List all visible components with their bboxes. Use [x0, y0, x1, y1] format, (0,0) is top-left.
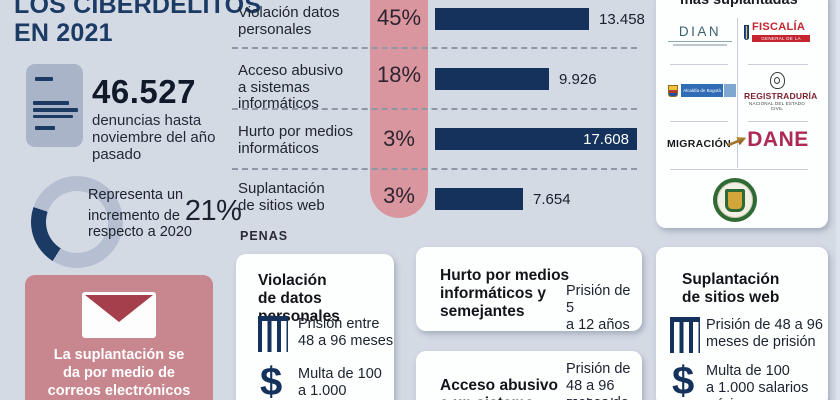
- page-title-line2: EN 2021: [14, 19, 113, 47]
- bogota-shield-icon: [668, 84, 678, 97]
- bar-value: 7.654: [533, 190, 571, 208]
- penalties-heading: PENAS: [240, 229, 289, 243]
- penalty-card-acceso-abusivo: Acceso abusivo a un sistema informático …: [416, 351, 642, 400]
- bogota-bar-accent: [724, 84, 736, 97]
- prison-term: Prisión de 5 a 12 años: [566, 283, 631, 333]
- page-title-line1: LOS CIBERDELITOS: [14, 0, 262, 19]
- registraduria-crest-icon: [769, 72, 785, 89]
- bar: [435, 188, 523, 210]
- increase-caption-line3: respecto a 2020: [88, 224, 192, 240]
- penalty-card-title: Acceso abusivo a un sistema informático: [440, 377, 559, 400]
- row-divider: [232, 47, 637, 49]
- fiscalia-subtitle: GENERAL DE LA NACIÓN: [752, 35, 810, 48]
- category-label: Suplantación de sitios web: [238, 180, 325, 214]
- logo-registraduria: REGISTRADURÍA NACIONAL DEL ESTADO CIVIL: [744, 72, 817, 111]
- penalty-card-suplantacion: Suplantación de sitios web Prisión de 48…: [656, 247, 828, 400]
- percentage-value: 45%: [376, 5, 422, 30]
- prison-bars-icon: [258, 316, 288, 352]
- right-edge-strip: [836, 0, 840, 400]
- logo-divider: [670, 169, 808, 170]
- bar-value: 9.926: [559, 70, 597, 88]
- penalty-card-hurto: Hurto por medios informáticos y semejant…: [416, 247, 642, 333]
- bar-value: 17.608: [583, 130, 629, 148]
- donut-hole: [46, 191, 108, 253]
- penalty-card-violacion-datos: Violación de datos personales Prisión en…: [236, 254, 394, 400]
- bar: [435, 8, 589, 30]
- percentage-value: 3%: [383, 126, 415, 151]
- logo-fiscalia: FISCALÍA GENERAL DE LA NACIÓN: [744, 22, 810, 48]
- entities-heading: más suplantadas: [680, 0, 798, 8]
- increase-percentage: 21%: [184, 195, 242, 227]
- logo-dian: DIAN: [668, 24, 732, 46]
- registraduria-subtitle: NACIONAL DEL ESTADO CIVIL: [749, 101, 805, 111]
- logo-divider: [748, 64, 808, 65]
- envelope-flap: [85, 295, 153, 322]
- increase-donut-chart: [31, 176, 123, 268]
- fine-dollar-icon: $: [260, 360, 283, 400]
- bar-row: 17.608: [435, 128, 637, 150]
- logo-divider: [748, 121, 808, 122]
- bar-value: 13.458: [599, 10, 645, 28]
- fine-amount: Multa de 100 a 1.000 salarios mínimos: [298, 366, 382, 399]
- document-icon: [26, 64, 83, 147]
- row-divider: [232, 168, 637, 170]
- bar: 17.608: [435, 128, 637, 150]
- logo-divider: [670, 121, 728, 122]
- bar: [435, 68, 549, 90]
- category-label: Acceso abusivo a sistemas informáticos: [238, 62, 344, 112]
- fine-dollar-icon: $: [672, 359, 695, 400]
- complaints-count: 46.527: [92, 73, 196, 110]
- dian-microtext: [673, 44, 727, 46]
- prison-term: Prisión de 48 a 96 meses de prisión: [706, 317, 823, 350]
- logo-migracion: MIGRACIÓN: [666, 134, 732, 152]
- envelope-icon: [82, 292, 156, 338]
- prison-term: Prisión de 48 a 96 meses de prisión: [566, 361, 631, 400]
- page-title: LOS CIBERDELITOS EN 2021: [14, 0, 261, 47]
- row-divider: [232, 108, 637, 110]
- penalty-card-title: Hurto por medios informáticos y semejant…: [440, 267, 570, 320]
- impersonated-entities-card: más suplantadas DIAN FISCALÍA GENERAL DE…: [656, 0, 828, 228]
- logo-alcaldia-bogota: Alcaldía de Bogotá: [668, 84, 736, 97]
- prison-term: Prisión entre 48 a 96 meses: [298, 316, 394, 349]
- fine-amount: Multa de 100 a 1.000 salarios mínimos: [706, 363, 809, 400]
- fiscalia-shield-icon: [744, 24, 749, 40]
- fine-amount: Multa de 100 a 1.000: [566, 397, 642, 400]
- phishing-alert-box: La suplantación se da por medio de corre…: [25, 275, 213, 400]
- prison-bars-icon: [670, 317, 700, 353]
- bar-row: 7.654: [435, 188, 571, 210]
- increase-caption-line2: incremento de: [88, 208, 180, 224]
- phishing-alert-text: La suplantación se da por medio de corre…: [47, 347, 191, 399]
- bar-row: 9.926: [435, 68, 597, 90]
- logo-divider: [670, 64, 728, 65]
- percentage-value: 18%: [376, 62, 422, 87]
- penalty-card-title: Suplantación de sitios web: [682, 271, 780, 306]
- increase-caption-line1: Representa un: [88, 187, 184, 203]
- column-divider: [737, 18, 738, 168]
- logo-dane: DANE: [747, 128, 809, 151]
- category-label: Hurto por medios informáticos: [238, 123, 354, 157]
- category-label: Violación datos personales: [238, 4, 340, 38]
- dian-rule: [668, 41, 732, 42]
- bar-row: 13.458: [435, 8, 645, 30]
- complaints-label: denuncias hasta noviembre del año pasado: [92, 112, 216, 163]
- increase-caption: Representa un incremento de 21% respecto…: [88, 187, 242, 240]
- percentage-value: 3%: [383, 183, 415, 208]
- policia-nacional-seal: [713, 178, 757, 222]
